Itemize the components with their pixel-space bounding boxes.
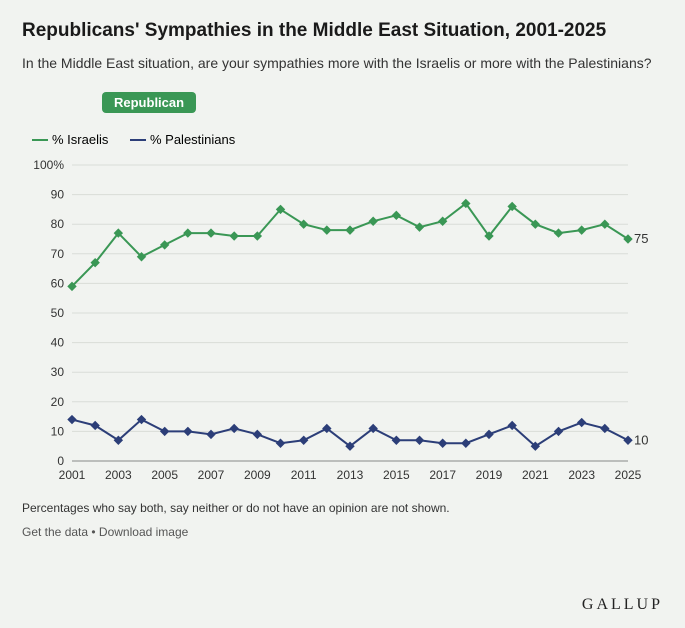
svg-text:75: 75 (634, 231, 648, 246)
svg-text:2011: 2011 (291, 468, 317, 482)
chart-actions: Get the data • Download image (22, 525, 663, 539)
svg-text:40: 40 (51, 336, 65, 350)
svg-text:10: 10 (51, 424, 65, 438)
svg-text:100%: 100% (33, 158, 64, 172)
svg-text:2001: 2001 (59, 468, 86, 482)
svg-text:90: 90 (51, 188, 65, 202)
svg-text:2003: 2003 (105, 468, 132, 482)
svg-text:50: 50 (51, 306, 65, 320)
svg-text:80: 80 (51, 217, 65, 231)
svg-text:60: 60 (51, 276, 65, 290)
legend: % Israelis % Palestinians (32, 129, 663, 148)
legend-label: % Palestinians (150, 132, 235, 147)
svg-text:2009: 2009 (244, 468, 271, 482)
svg-text:20: 20 (51, 395, 65, 409)
svg-text:2025: 2025 (615, 468, 642, 482)
svg-text:2005: 2005 (151, 468, 178, 482)
legend-item-israelis: % Israelis (32, 132, 108, 147)
svg-text:70: 70 (51, 247, 65, 261)
svg-text:2017: 2017 (429, 468, 456, 482)
chart-title: Republicans' Sympathies in the Middle Ea… (22, 20, 663, 42)
separator: • (88, 525, 99, 539)
party-badge: Republican (102, 92, 196, 113)
legend-label: % Israelis (52, 132, 108, 147)
legend-item-palestinians: % Palestinians (130, 132, 235, 147)
download-image-link[interactable]: Download image (99, 525, 188, 539)
svg-text:2021: 2021 (522, 468, 549, 482)
svg-text:30: 30 (51, 365, 65, 379)
chart-subtitle: In the Middle East situation, are your s… (22, 54, 663, 74)
svg-text:2019: 2019 (476, 468, 503, 482)
svg-text:2015: 2015 (383, 468, 410, 482)
svg-text:2023: 2023 (568, 468, 595, 482)
svg-text:10: 10 (634, 432, 648, 447)
footnote: Percentages who say both, say neither or… (22, 501, 663, 515)
brand-logo: GALLUP (582, 596, 663, 614)
svg-text:0: 0 (57, 454, 64, 468)
line-chart: 0 10 20 30 40 50 60 70 80 90 100% 2001 2003 2005 2007 2… (22, 157, 662, 487)
svg-text:2013: 2013 (337, 468, 364, 482)
get-data-link[interactable]: Get the data (22, 525, 88, 539)
svg-text:2007: 2007 (198, 468, 225, 482)
